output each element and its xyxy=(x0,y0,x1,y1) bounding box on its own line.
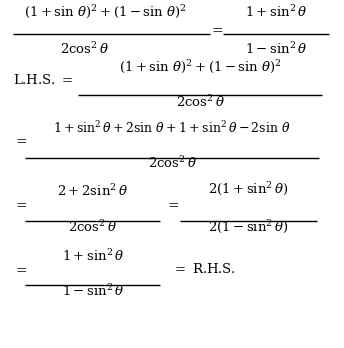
Text: $2\cos^2\theta$: $2\cos^2\theta$ xyxy=(60,41,109,57)
Text: $=$: $=$ xyxy=(13,197,28,211)
Text: $2\left(1 + \sin^2\theta\right)$: $2\left(1 + \sin^2\theta\right)$ xyxy=(208,180,288,197)
Text: $1 - \sin^2\theta$: $1 - \sin^2\theta$ xyxy=(62,284,124,300)
Text: $(1 + \sin\,\theta)^2 + (1 - \sin\,\theta)^2$: $(1 + \sin\,\theta)^2 + (1 - \sin\,\thet… xyxy=(119,58,281,76)
Text: $1 + \sin^2\theta + 2\sin\,\theta + 1 + \sin^2\theta - 2\sin\,\theta$: $1 + \sin^2\theta + 2\sin\,\theta + 1 + … xyxy=(53,120,291,136)
Text: $=$: $=$ xyxy=(13,134,28,148)
Text: $1 + \sin^2\theta$: $1 + \sin^2\theta$ xyxy=(245,5,307,20)
Text: $1 - \sin^2\theta$: $1 - \sin^2\theta$ xyxy=(245,41,307,57)
Text: L.H.S. $=$: L.H.S. $=$ xyxy=(13,73,74,87)
Text: $2\left(1 - \sin^2\theta\right)$: $2\left(1 - \sin^2\theta\right)$ xyxy=(208,218,288,235)
Text: $2 + 2\sin^2\theta$: $2 + 2\sin^2\theta$ xyxy=(57,183,128,199)
Text: $=$: $=$ xyxy=(13,262,28,276)
Text: $=$: $=$ xyxy=(209,22,224,36)
Text: $=$: $=$ xyxy=(165,197,179,211)
Text: $(1 + \sin\,\theta)^2 + (1 - \sin\,\theta)^2$: $(1 + \sin\,\theta)^2 + (1 - \sin\,\thet… xyxy=(24,3,187,20)
Text: $2\cos^2\theta$: $2\cos^2\theta$ xyxy=(68,219,117,235)
Text: $2\cos^2\theta$: $2\cos^2\theta$ xyxy=(176,95,225,110)
Text: $2\cos^2\theta$: $2\cos^2\theta$ xyxy=(148,155,196,171)
Text: $1 + \sin^2\theta$: $1 + \sin^2\theta$ xyxy=(62,248,124,264)
Text: $= $ R.H.S.: $= $ R.H.S. xyxy=(172,262,236,276)
